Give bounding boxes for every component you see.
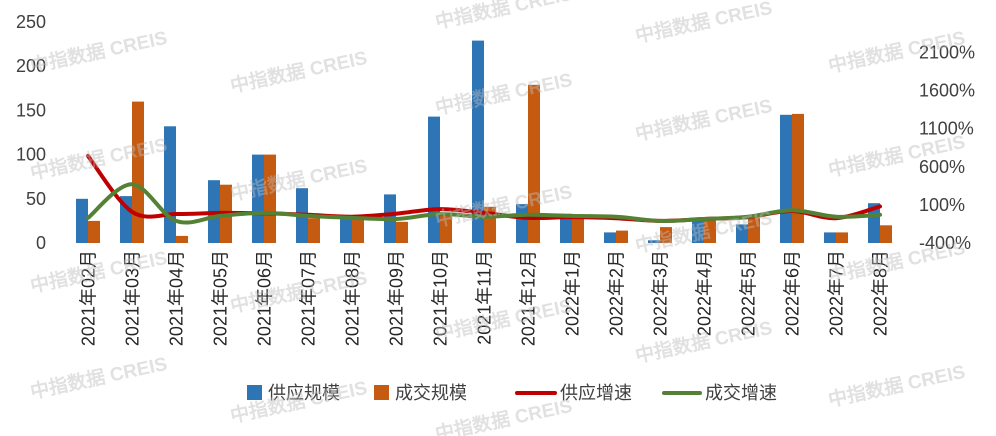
x-tick-label: 2021年11月	[475, 250, 495, 345]
y-right-tick-label: -400%	[919, 233, 971, 253]
deal-scale-bar	[748, 218, 760, 243]
legend-item-deal-growth: 成交增速	[662, 383, 777, 403]
x-tick-label: 2021年12月	[519, 250, 539, 346]
y-right-tick-label: 600%	[919, 157, 965, 177]
legend-swatch-supply-scale	[247, 385, 262, 400]
y-left-tick-label: 200	[16, 56, 46, 76]
y-left-tick-label: 0	[36, 233, 46, 253]
watermark-text: 中指数据 CREIS	[28, 246, 169, 297]
deal-scale-bar	[308, 218, 320, 243]
legend: 供应规模 成交规模 供应增速 成交增速	[247, 383, 777, 403]
legend-label-deal-scale: 成交规模	[395, 383, 467, 403]
x-axis: 2021年02月 2021年03月 2021年04月 2021年05月 2021年06月…	[79, 250, 891, 346]
watermark-text: 中指数据 CREIS	[433, 68, 574, 119]
x-tick-label: 2022年7月	[827, 250, 847, 336]
x-tick-label: 2021年06月	[255, 250, 275, 346]
supply-scale-bar	[648, 240, 660, 243]
supply-scale-bar	[472, 40, 484, 243]
x-tick-label: 2022年1月	[563, 250, 583, 336]
x-tick-label: 2021年08月	[343, 250, 363, 346]
watermark-text: 中指数据 CREIS	[826, 360, 967, 411]
legend-item-supply-growth: 供应增速	[515, 383, 632, 403]
x-tick-label: 2021年05月	[211, 250, 231, 346]
legend-item-deal-scale: 成交规模	[374, 383, 467, 403]
x-tick-label: 2022年2月	[607, 250, 627, 336]
deal-scale-bar	[176, 235, 188, 243]
right-axis: -400% 100% 600% 1100% 1600% 2100%	[919, 43, 975, 254]
deal-scale-bar	[440, 212, 452, 243]
deal-scale-bar	[352, 215, 364, 243]
legend-label-deal-growth: 成交增速	[705, 383, 777, 403]
x-tick-label: 2021年07月	[299, 250, 319, 346]
supply-scale-bar	[340, 215, 352, 243]
supply-scale-bar	[780, 114, 792, 243]
y-left-tick-label: 100	[16, 145, 46, 165]
deal-scale-bar	[836, 232, 848, 243]
legend-label-supply-scale: 供应规模	[268, 383, 340, 403]
x-tick-label: 2021年03月	[123, 250, 143, 346]
deal-scale-bar	[264, 154, 276, 243]
x-tick-label: 2022年6月	[783, 250, 803, 336]
deal-scale-bar	[132, 101, 144, 243]
watermark-text: 中指数据 CREIS	[826, 26, 967, 77]
x-tick-label: 2021年04月	[167, 250, 187, 346]
supply-scale-bar	[736, 224, 748, 243]
x-tick-label: 2021年09月	[387, 250, 407, 346]
watermark-text: 中指数据 CREIS	[228, 46, 369, 97]
y-right-tick-label: 100%	[919, 195, 965, 215]
deal-scale-bar	[704, 220, 716, 243]
legend-item-supply-scale: 供应规模	[247, 383, 340, 403]
deal-scale-bar	[572, 215, 584, 243]
supply-scale-bar	[560, 213, 572, 243]
legend-swatch-deal-scale	[374, 385, 389, 400]
supply-scale-bar	[604, 232, 616, 243]
x-tick-label: 2021年10月	[431, 250, 451, 346]
x-tick-label: 2022年4月	[695, 250, 715, 336]
deal-scale-bar	[528, 84, 540, 243]
deal-scale-bar	[880, 225, 892, 243]
y-right-tick-label: 1600%	[919, 81, 975, 101]
watermark-text: 中指数据 CREIS	[433, 180, 574, 231]
deal-scale-bar	[616, 230, 628, 243]
deal-scale-bar	[396, 221, 408, 243]
left-axis: 0 50 100 150 200 250	[16, 12, 46, 253]
watermark-text: 中指数据 CREIS	[28, 26, 169, 77]
deal-growth-line	[86, 182, 882, 225]
supply-scale-bar	[692, 218, 704, 243]
supply-scale-bar	[252, 154, 264, 243]
watermark-text: 中指数据 CREIS	[826, 236, 967, 287]
y-right-tick-label: 2100%	[919, 43, 975, 63]
x-tick-label: 2022年3月	[651, 250, 671, 336]
supply-scale-bar	[76, 198, 88, 243]
y-left-tick-label: 50	[26, 189, 46, 209]
line-series	[86, 154, 882, 225]
supply-scale-bar	[824, 232, 836, 243]
watermark-text: 中指数据 CREIS	[28, 352, 169, 403]
y-right-tick-label: 1100%	[919, 119, 974, 139]
y-left-tick-label: 150	[16, 100, 46, 120]
y-left-tick-label: 250	[16, 12, 46, 32]
legend-label-supply-growth: 供应增速	[560, 383, 632, 403]
watermark-text: 中指数据 CREIS	[633, 206, 774, 257]
x-tick-label: 2022年8月	[871, 250, 891, 336]
x-tick-label: 2022年5月	[739, 250, 759, 336]
watermark-text: 中指数据 CREIS	[633, 0, 774, 47]
watermark-text: 中指数据 CREIS	[633, 94, 774, 145]
watermark-text: 中指数据 CREIS	[433, 294, 574, 345]
x-tick-label: 2021年02月	[79, 250, 99, 346]
watermark-text: 中指数据 CREIS	[28, 133, 169, 184]
deal-scale-bar	[660, 227, 672, 243]
deal-scale-bar	[792, 113, 804, 244]
watermark-text: 中指数据 CREIS	[433, 0, 574, 33]
deal-scale-bar	[88, 220, 100, 243]
